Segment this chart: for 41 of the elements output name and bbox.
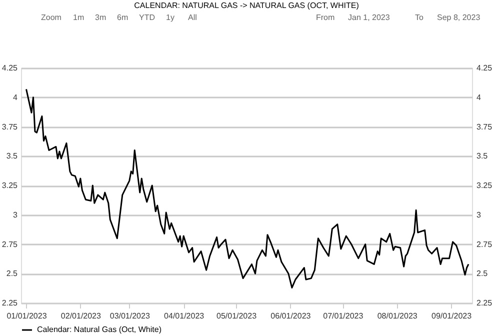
y-tick-label: 2.25 bbox=[2, 298, 18, 308]
text: YTD bbox=[139, 13, 156, 22]
y-tick-label: 2.5 bbox=[6, 269, 18, 278]
text: To bbox=[415, 13, 424, 22]
text: From bbox=[316, 13, 335, 22]
y-tick-label: 3 bbox=[13, 210, 18, 220]
y2-tick-label: 3.25 bbox=[476, 181, 493, 190]
y2-tick-label: 3 bbox=[476, 210, 482, 220]
x-tick-label: 07/01/2023 bbox=[323, 312, 364, 320]
chart-title: CALENDAR: NATURAL GAS -> NATURAL GAS (OCT, WHITE) bbox=[134, 1, 360, 10]
x-tick-label: 02/01/2023 bbox=[60, 312, 102, 320]
y2-tick-label: 3.5 bbox=[476, 152, 488, 161]
y2-tick-label: 4 bbox=[476, 92, 482, 102]
y2-tick-label: 3.75 bbox=[476, 122, 493, 132]
text: 3m bbox=[95, 13, 106, 22]
y2-tick-label: 2.25 bbox=[476, 298, 493, 308]
legend-label: Calendar: Natural Gas (Oct, White) bbox=[37, 325, 162, 334]
y-tick-label: 3.75 bbox=[2, 122, 18, 132]
x-tick-label: 06/01/2023 bbox=[270, 312, 312, 320]
text: 1y bbox=[166, 13, 174, 22]
y-tick-label: 4 bbox=[13, 92, 18, 102]
text: Sep 8, 2023 bbox=[437, 13, 481, 22]
y-tick-label: 3.5 bbox=[6, 152, 18, 161]
line-series bbox=[25, 88, 470, 288]
text: 6m bbox=[117, 13, 128, 22]
text: Jan 1, 2023 bbox=[348, 13, 390, 22]
x-tick-label: 08/01/2023 bbox=[377, 312, 418, 320]
y2-tick-label: 2.5 bbox=[476, 269, 488, 278]
x-tick-label: 04/01/2023 bbox=[164, 312, 205, 320]
y-tick-label: 4.25 bbox=[2, 64, 18, 72]
y-tick-label: 2.75 bbox=[2, 240, 18, 249]
text: Zoom bbox=[41, 13, 62, 22]
x-tick-label: 03/01/2023 bbox=[110, 312, 150, 320]
y-tick-label: 3.25 bbox=[2, 181, 18, 190]
x-tick-label: 01/01/2023 bbox=[6, 312, 48, 320]
y2-tick-label: 2.75 bbox=[476, 240, 493, 249]
x-tick-label: 09/01/2023 bbox=[432, 312, 472, 320]
x-tick-label: 05/01/2023 bbox=[216, 312, 258, 320]
y2-tick-label: 4.25 bbox=[476, 64, 493, 72]
text: 1m bbox=[73, 13, 84, 22]
text: All bbox=[188, 13, 198, 22]
